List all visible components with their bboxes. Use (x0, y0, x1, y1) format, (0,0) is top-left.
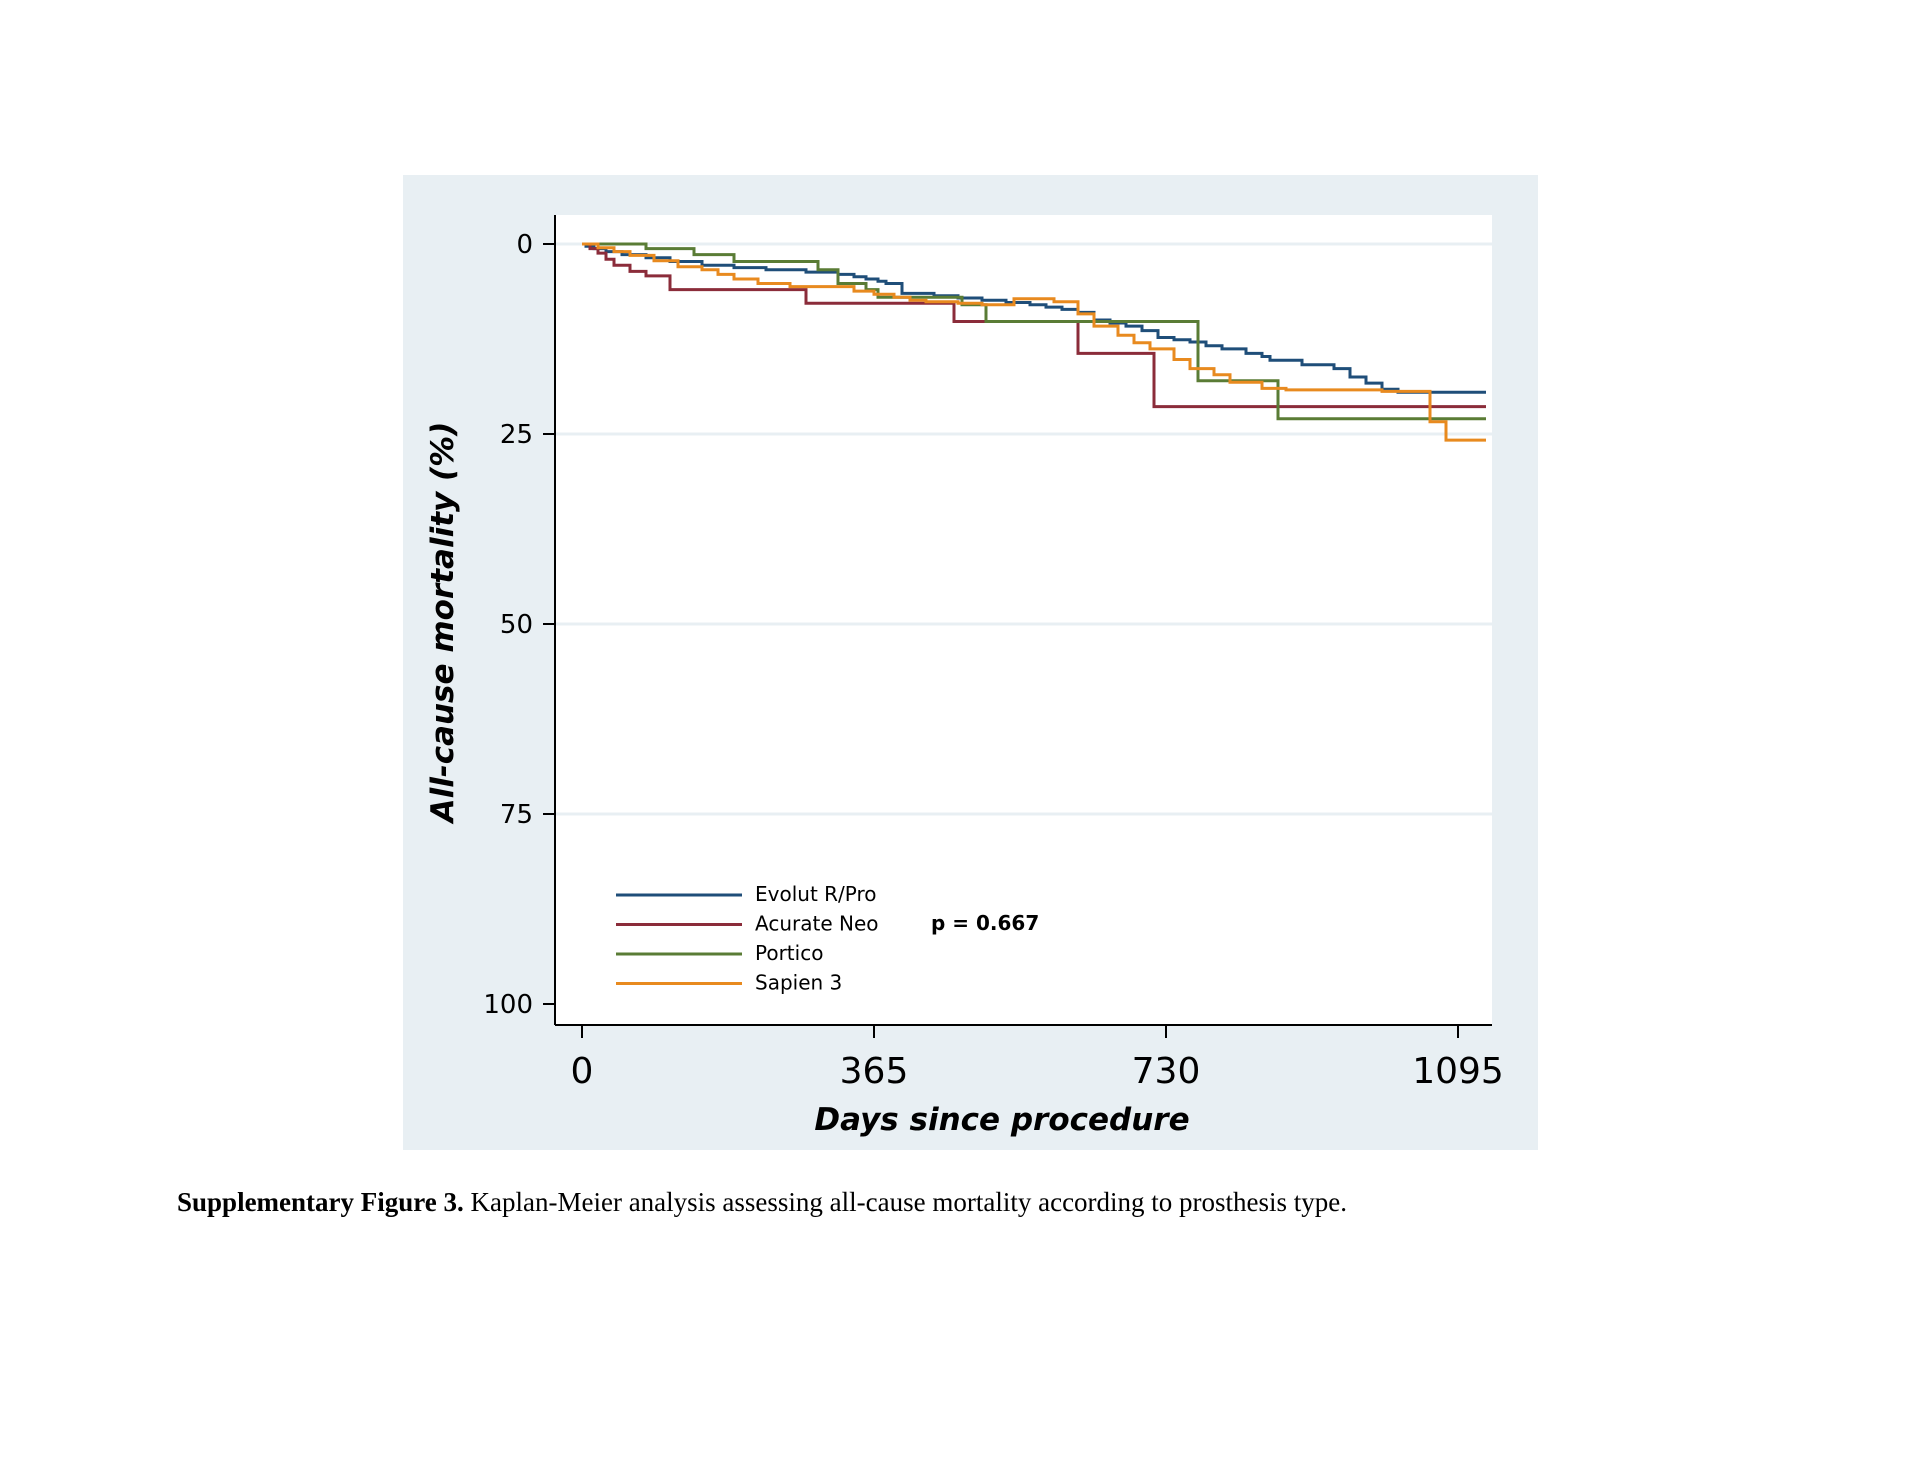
series-line-evolut-r-pro (582, 242, 1486, 394)
series-line-sapien-3 (582, 242, 1486, 442)
series-line-acurate-neo (582, 242, 1486, 409)
legend-label: Portico (755, 941, 823, 965)
x-axis-title: Days since procedure (814, 1102, 1189, 1138)
legend-label: Acurate Neo (755, 912, 879, 936)
km-chart: 0 25 50 75 100 0 365 730 1095 All-cause mortalit… (425, 215, 1504, 1138)
caption-text: Kaplan-Meier analysis assessing all-caus… (463, 1187, 1348, 1217)
caption-label: Supplementary Figure 3. (177, 1187, 464, 1217)
legend-label: Evolut R/Pro (755, 882, 877, 906)
x-tick-label: 1095 (1412, 1051, 1504, 1092)
y-tick-label: 75 (500, 800, 533, 830)
x-tick-label: 730 (1132, 1051, 1201, 1092)
plot-area (555, 215, 1492, 1025)
x-tick-label: 0 (571, 1051, 594, 1092)
y-axis-title: All-cause mortality (%) (425, 422, 461, 826)
p-value-annotation: p = 0.667 (931, 911, 1039, 935)
legend-label: Sapien 3 (755, 971, 842, 995)
figure-panel: 0 25 50 75 100 0 365 730 1095 All-cause mortalit… (403, 175, 1538, 1150)
figure-caption: Supplementary Figure 3. Kaplan-Meier ana… (177, 1187, 1877, 1218)
y-tick-label: 100 (483, 990, 533, 1020)
y-tick-label: 50 (500, 610, 533, 640)
y-tick-label: 0 (516, 230, 533, 260)
x-tick-label: 365 (840, 1051, 909, 1092)
y-tick-label: 25 (500, 420, 533, 450)
